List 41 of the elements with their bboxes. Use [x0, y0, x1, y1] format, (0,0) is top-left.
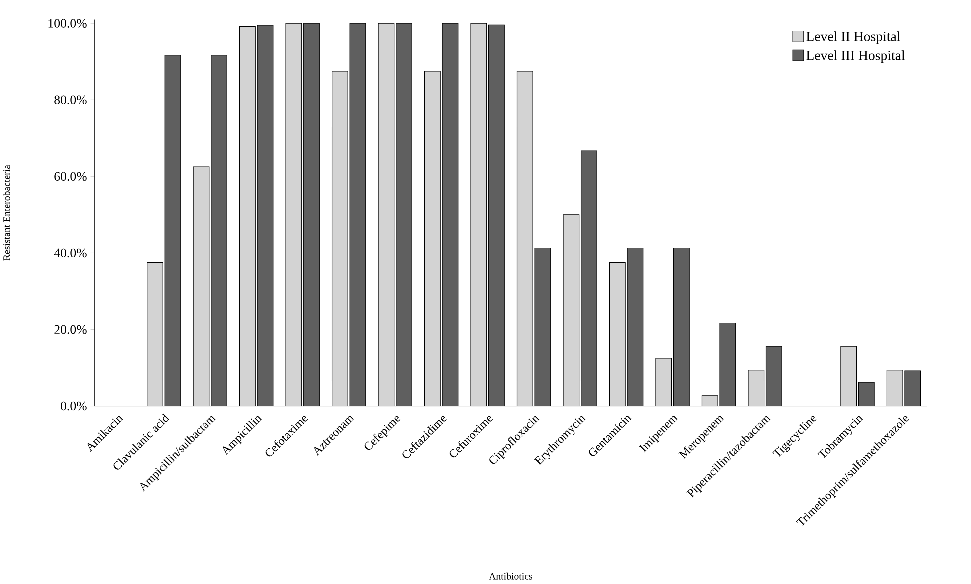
bar: [610, 262, 626, 406]
y-tick-label: 40.0%: [54, 248, 87, 258]
bar: [858, 382, 875, 406]
bar: [628, 248, 644, 406]
bar: [332, 71, 348, 406]
bar: [471, 23, 487, 406]
bar: [304, 23, 320, 406]
bar: [258, 25, 274, 406]
bar: [350, 23, 366, 406]
y-tick-label: 60.0%: [54, 172, 87, 181]
bar: [581, 150, 598, 406]
bar: [656, 358, 672, 406]
bar: [194, 167, 210, 406]
x-axis-title: Antibiotics: [489, 572, 532, 580]
y-tick-label: 80.0%: [54, 96, 87, 104]
bar: [766, 346, 782, 406]
bar: [517, 71, 534, 406]
bar: [211, 55, 228, 406]
bar: [904, 370, 922, 406]
legend-label: Level III Hospital: [806, 50, 906, 64]
bar: [720, 323, 736, 406]
y-tick-label: 100.0%: [48, 19, 87, 28]
bar: [564, 214, 580, 406]
bar: [442, 23, 458, 406]
y-tick-label: 0.0%: [61, 402, 87, 411]
bar: [488, 25, 505, 406]
y-tick-label: 20.0%: [54, 325, 87, 334]
bar: [535, 248, 551, 406]
bar: [147, 262, 164, 406]
bar: [396, 23, 412, 406]
legend-label: Level II Hospital: [806, 32, 900, 44]
bar: [378, 23, 394, 406]
bar: [286, 23, 302, 406]
y-axis-title: Resistant Enterobacteria: [3, 165, 10, 261]
bar: [748, 370, 764, 406]
bar: [240, 26, 256, 406]
bar: [840, 346, 857, 406]
bar: [424, 71, 441, 406]
bar: [886, 370, 904, 406]
bar: [674, 248, 690, 406]
bar: [165, 55, 181, 406]
